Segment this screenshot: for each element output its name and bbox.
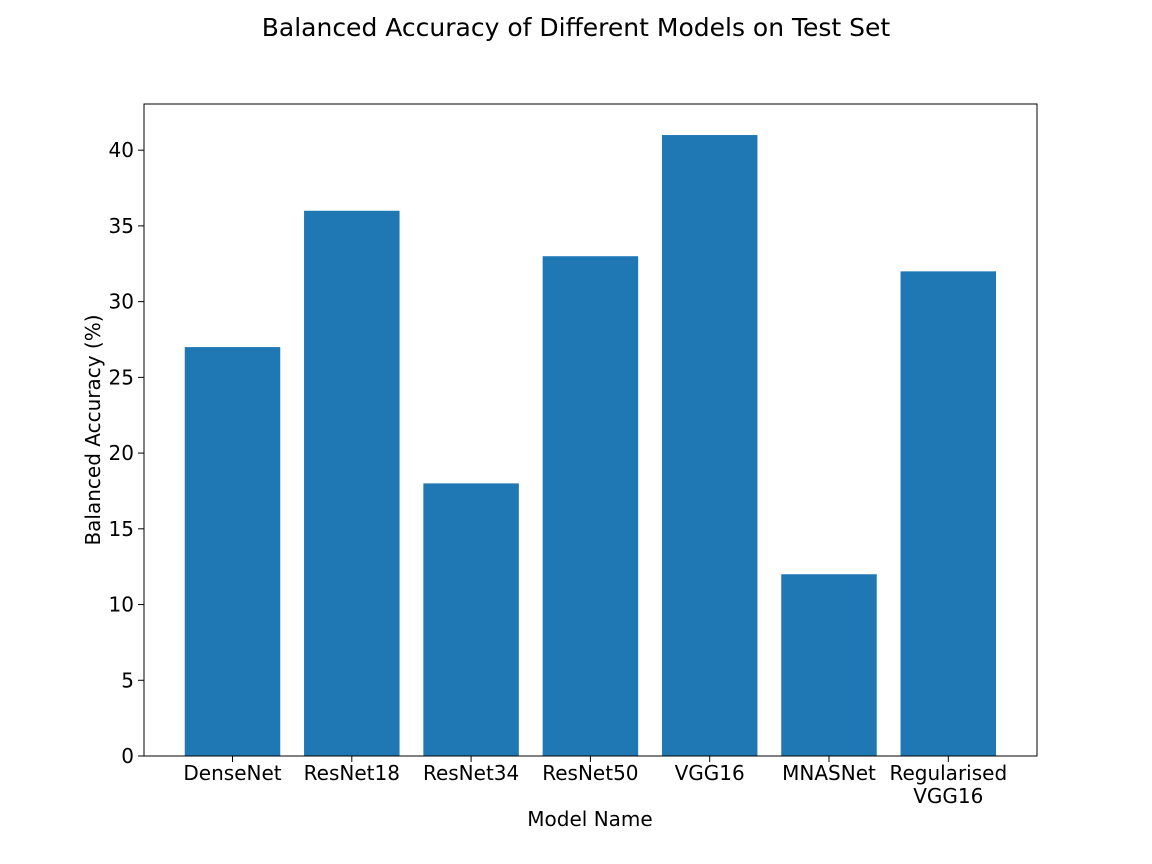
x-tick-label: MNASNet bbox=[782, 761, 876, 785]
x-tick-label: ResNet34 bbox=[423, 761, 519, 785]
bar-vgg16 bbox=[661, 135, 758, 757]
y-tick-label: 10 bbox=[109, 593, 134, 617]
y-axis-label: Balanced Accuracy (%) bbox=[81, 314, 105, 545]
bar-mnasnet bbox=[781, 574, 877, 756]
y-tick-label: 40 bbox=[109, 138, 134, 162]
bar-resnet34 bbox=[423, 483, 519, 756]
y-tick-label: 30 bbox=[109, 290, 134, 314]
plot-area: 0 5 10 15 20 25 30 35 40 DenseNet ResNet18 ResNet34… bbox=[109, 135, 1007, 808]
y-tick-label: 25 bbox=[109, 365, 134, 389]
x-tick-label: DenseNet bbox=[183, 761, 281, 785]
bar-regularised-vgg16 bbox=[900, 271, 997, 756]
y-tick-label: 15 bbox=[109, 517, 134, 541]
x-tick-label: Regularised VGG16 bbox=[889, 761, 1007, 808]
bar-densenet bbox=[184, 347, 281, 756]
y-tick-label: 20 bbox=[109, 441, 134, 465]
y-tick-label: 0 bbox=[121, 744, 134, 768]
x-tick-label: ResNet18 bbox=[304, 761, 400, 785]
x-tick-label: ResNet50 bbox=[542, 761, 638, 785]
y-tick-label: 5 bbox=[121, 668, 134, 692]
bar-resnet50 bbox=[542, 256, 639, 756]
x-tick-label: VGG16 bbox=[675, 761, 745, 785]
plot-frame bbox=[143, 103, 1038, 757]
x-axis-label: Model Name bbox=[527, 807, 652, 831]
chart-title: Balanced Accuracy of Different Models on… bbox=[262, 13, 891, 42]
y-tick-label: 35 bbox=[109, 214, 134, 238]
bar-resnet18 bbox=[304, 210, 400, 756]
